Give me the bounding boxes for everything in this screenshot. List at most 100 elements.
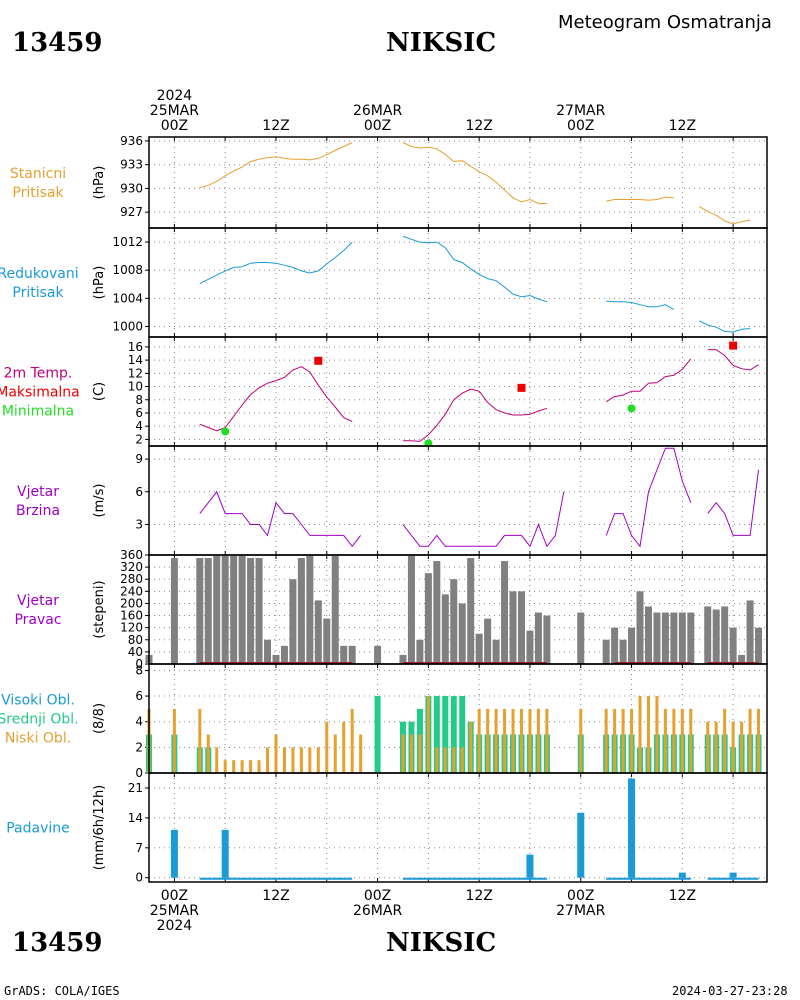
direction-bar bbox=[407, 555, 415, 664]
max-temp-marker bbox=[314, 356, 323, 365]
y-tick-label: 1000 bbox=[112, 319, 143, 333]
series-line bbox=[699, 320, 751, 333]
y-tick-label: 8 bbox=[135, 663, 143, 677]
y-axis-label: (hPa) bbox=[92, 266, 107, 300]
cloud-low-bar bbox=[206, 734, 210, 773]
y-tick-label: 2 bbox=[135, 740, 143, 754]
y-tick-label: 6 bbox=[135, 485, 143, 499]
y-axis-label: (mm/6h/12h) bbox=[92, 785, 107, 871]
precip-bar bbox=[526, 854, 534, 878]
direction-bar bbox=[450, 579, 458, 664]
direction-bar bbox=[433, 561, 441, 664]
y-tick-label: 4 bbox=[135, 419, 143, 433]
panel-label: Brzina bbox=[16, 503, 60, 519]
direction-bar bbox=[534, 612, 542, 664]
direction-bar bbox=[721, 606, 729, 664]
y-tick-label: 3 bbox=[135, 517, 143, 531]
cloud-low-bar bbox=[503, 708, 507, 773]
y-tick-label: 200 bbox=[120, 596, 143, 610]
time-label-bottom: 12Z bbox=[465, 888, 492, 904]
direction-bar bbox=[661, 612, 669, 664]
cloud-low-bar bbox=[274, 734, 278, 773]
direction-bar bbox=[289, 579, 297, 664]
direction-bar bbox=[441, 594, 449, 664]
time-label-top: 12Z bbox=[465, 118, 492, 134]
cloud-low-bar bbox=[198, 708, 202, 773]
cloud-low-bar bbox=[232, 760, 236, 773]
direction-bar bbox=[746, 600, 754, 664]
direction-bar bbox=[196, 558, 204, 664]
direction-bar bbox=[255, 558, 263, 664]
direction-bar bbox=[399, 654, 407, 664]
y-tick-label: 40 bbox=[128, 645, 143, 659]
y-tick-label: 240 bbox=[120, 584, 143, 598]
cloud-low-bar bbox=[655, 696, 659, 773]
direction-bar bbox=[712, 609, 720, 664]
direction-bar bbox=[509, 591, 517, 664]
y-tick-label: 933 bbox=[120, 158, 143, 172]
direction-bar bbox=[306, 555, 314, 664]
y-axis-label: (8/8) bbox=[92, 703, 107, 734]
cloud-low-bar bbox=[621, 708, 625, 773]
direction-bar bbox=[636, 591, 644, 664]
direction-bar bbox=[729, 627, 737, 664]
y-tick-label: 6 bbox=[135, 689, 143, 703]
panel-label: Visoki Obl. bbox=[1, 693, 75, 709]
direction-bar bbox=[602, 639, 610, 664]
cloud-low-bar bbox=[342, 721, 346, 773]
panel-frame bbox=[148, 445, 768, 556]
meteogram-title: Meteogram Osmatranja bbox=[558, 12, 772, 33]
max-temp-marker bbox=[517, 383, 526, 392]
precip-bar bbox=[678, 872, 686, 878]
cloud-low-bar bbox=[435, 747, 439, 773]
cloud-low-bar bbox=[215, 747, 219, 773]
direction-bar bbox=[416, 639, 424, 664]
cloud-low-bar bbox=[731, 721, 735, 773]
y-tick-label: 930 bbox=[120, 181, 143, 195]
direction-bar bbox=[678, 612, 686, 664]
cloud-low-bar bbox=[350, 708, 354, 773]
time-label-bottom: 25MAR bbox=[150, 903, 199, 919]
cloud-low-bar bbox=[469, 721, 473, 773]
direction-bar bbox=[331, 555, 339, 664]
y-tick-label: 2 bbox=[135, 432, 143, 446]
cloud-low-bar bbox=[401, 734, 405, 773]
direction-bar bbox=[221, 555, 229, 664]
direction-bar bbox=[314, 600, 322, 664]
panel-label: Vjetar bbox=[17, 484, 59, 500]
y-tick-label: 1008 bbox=[112, 263, 143, 277]
y-axis-label: (C) bbox=[92, 382, 107, 401]
time-label-bottom: 12Z bbox=[669, 888, 696, 904]
cloud-low-bar bbox=[460, 747, 464, 773]
y-tick-label: 280 bbox=[120, 572, 143, 586]
direction-bar bbox=[704, 606, 712, 664]
time-label-bottom: 26MAR bbox=[353, 903, 402, 919]
cloud-low-bar bbox=[477, 708, 481, 773]
time-label-bottom: 00Z bbox=[364, 888, 391, 904]
min-temp-marker bbox=[221, 427, 230, 436]
precip-bar bbox=[729, 872, 737, 878]
panel-label: Srednji Obl. bbox=[0, 712, 79, 728]
y-tick-label: 936 bbox=[120, 134, 143, 148]
y-axis-label: (m/s) bbox=[92, 484, 107, 518]
direction-bar bbox=[628, 627, 636, 664]
series-line bbox=[606, 300, 675, 311]
cloud-low-bar bbox=[740, 721, 744, 773]
series-line bbox=[402, 142, 547, 204]
cloud-mid-bar bbox=[442, 696, 449, 773]
direction-bar bbox=[280, 645, 288, 664]
direction-bar bbox=[424, 573, 432, 664]
direction-bar bbox=[611, 627, 619, 664]
direction-bar bbox=[348, 645, 356, 664]
direction-bar bbox=[517, 591, 525, 664]
cloud-low-bar bbox=[418, 734, 422, 773]
series-line bbox=[699, 206, 751, 225]
cloud-low-bar bbox=[308, 747, 312, 773]
y-tick-label: 1012 bbox=[112, 235, 143, 249]
series-line bbox=[199, 142, 353, 189]
y-axis-label: (hPa) bbox=[92, 166, 107, 200]
panel-frame bbox=[148, 336, 768, 447]
cloud-low-bar bbox=[680, 708, 684, 773]
y-tick-label: 120 bbox=[120, 621, 143, 635]
